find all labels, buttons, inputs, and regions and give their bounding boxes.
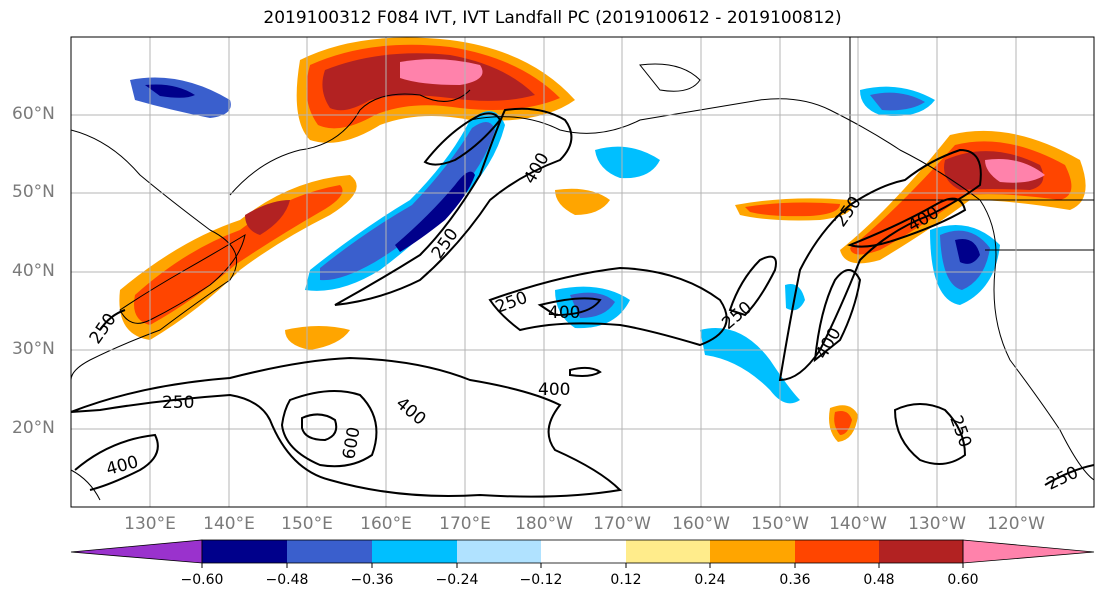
contour-label: 250 (162, 393, 194, 413)
contour-label: 400 (104, 452, 141, 480)
contour-label-layer: 250 400 600 250 400 250 250 400 400 250 … (86, 149, 1082, 494)
contour-label: 400 (520, 149, 554, 187)
lon-label: 180°W (515, 514, 573, 534)
colorbar-tick-label: −0.48 (265, 572, 309, 588)
colorbar-segment (541, 540, 626, 563)
graticule (71, 37, 1094, 507)
colorbar-tick-label: 0.12 (610, 572, 642, 588)
contour-label: 400 (812, 324, 846, 362)
lon-label: 160°W (672, 514, 730, 534)
colorbar-tick-label: 0.48 (863, 572, 895, 588)
contour-label: 400 (392, 394, 430, 430)
colorbar-segment (879, 540, 963, 563)
colorbar-extend-high (962, 539, 1095, 564)
colorbar-segment (457, 540, 541, 563)
lat-label-60n: 60°N (12, 104, 55, 124)
contour-label: 250 (1044, 463, 1082, 495)
colorbar-tick-label: −0.36 (350, 572, 394, 588)
map-title: 2019100312 F084 IVT, IVT Landfall PC (20… (263, 8, 842, 28)
map-frame (70, 36, 1095, 508)
ivt-shading (119, 37, 1086, 442)
ivt-contours (71, 107, 1094, 498)
contour-label: 400 (538, 380, 570, 400)
lon-label: 130°E (124, 514, 176, 534)
lon-label: 120°W (987, 514, 1045, 534)
lat-label-40n: 40°N (12, 261, 55, 281)
colorbar-segment (626, 540, 710, 563)
contour-label: 250 (493, 288, 530, 318)
colorbar-tick-label: 0.24 (694, 572, 726, 588)
lon-label: 170°E (439, 514, 491, 534)
colorbar-tick-label: 0.60 (947, 572, 979, 588)
colorbar-tick-label: −0.60 (180, 572, 224, 588)
lon-label: 170°W (593, 514, 651, 534)
colorbar-segment (202, 540, 287, 563)
contour-label: 250 (945, 413, 975, 450)
lat-label-20n: 20°N (12, 418, 55, 438)
lon-label: 150°E (281, 514, 333, 534)
lon-label: 150°W (751, 514, 809, 534)
lat-label-30n: 30°N (12, 339, 55, 359)
colorbar-tick-label: 0.36 (779, 572, 811, 588)
lon-label: 160°E (360, 514, 412, 534)
lon-label: 140°E (203, 514, 255, 534)
coastlines (71, 37, 1094, 501)
colorbar-segment (287, 540, 372, 563)
colorbar (70, 539, 1095, 568)
lon-label: 140°W (829, 514, 887, 534)
map-panel (71, 37, 1094, 507)
lat-label-50n: 50°N (12, 182, 55, 202)
colorbar-segment (710, 540, 795, 563)
colorbar-tick-label: −0.24 (435, 572, 479, 588)
lon-label: 130°W (908, 514, 966, 534)
contour-label: 600 (339, 425, 364, 460)
colorbar-tick-label: −0.12 (519, 572, 563, 588)
contour-label: 400 (548, 303, 580, 323)
colorbar-segment (372, 540, 457, 563)
colorbar-segment (795, 540, 879, 563)
colorbar-extend-low (70, 539, 203, 564)
